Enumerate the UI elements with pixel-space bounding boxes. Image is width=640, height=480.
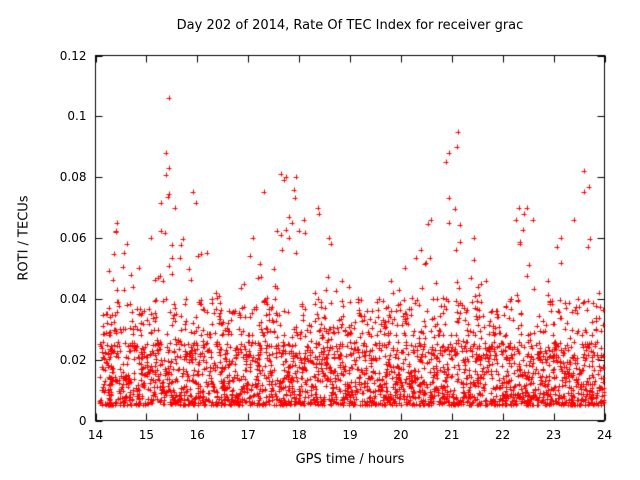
y-tick-label: 0.02: [59, 352, 87, 367]
y-tick-label: 0.06: [59, 231, 87, 245]
x-tick-label: 16: [189, 427, 205, 442]
x-tick-label: 15: [138, 427, 155, 442]
x-tick-label: 23: [545, 427, 562, 442]
y-axis-label: ROTI / TECUs: [16, 195, 32, 281]
x-tick-label: 19: [342, 427, 358, 442]
y-tick-label: 0: [78, 413, 87, 428]
x-tick-label: 21: [444, 427, 460, 442]
x-tick-label: 24: [596, 427, 613, 442]
y-tick-label: 0.04: [59, 291, 87, 306]
x-tick-label: 20: [393, 427, 409, 442]
x-tick-label: 14: [87, 427, 104, 442]
y-tick-label: 0.1: [67, 109, 87, 124]
x-tick-label: 17: [240, 427, 256, 442]
x-axis-label: GPS time / hours: [295, 452, 405, 467]
x-tick-label: 22: [495, 427, 511, 442]
y-tick-label: 0.08: [59, 170, 87, 185]
y-tick-label: 0.12: [59, 48, 87, 63]
x-tick-label: 18: [291, 427, 307, 442]
chart-title: Day 202 of 2014, Rate Of TEC Index for r…: [176, 18, 524, 33]
